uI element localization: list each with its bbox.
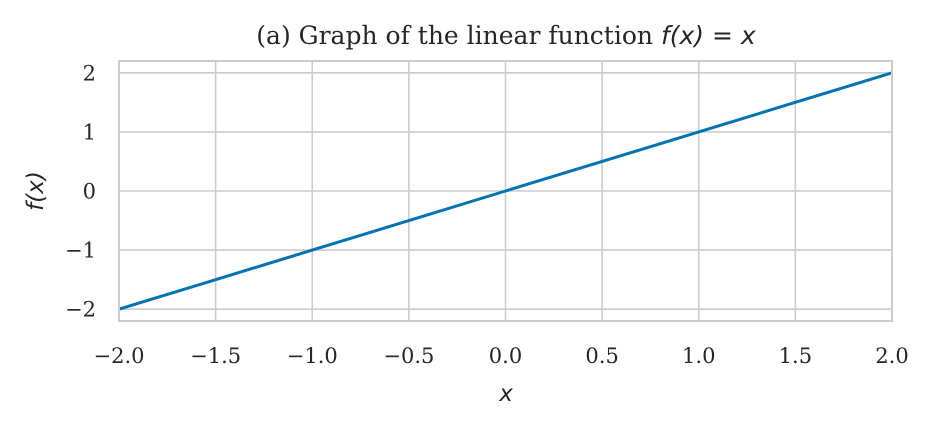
x-tick-label: −1.0 xyxy=(287,344,338,368)
y-tick-label: 1 xyxy=(83,120,96,144)
y-tick-labels: −2 −1 0 1 2 xyxy=(65,61,96,321)
x-tick-labels: −2.0 −1.5 −1.0 −0.5 0.0 0.5 1.0 1.5 2.0 xyxy=(94,344,909,368)
grid xyxy=(118,61,893,321)
series-layer xyxy=(118,71,893,311)
x-tick-label: 1.5 xyxy=(779,344,812,368)
y-tick-label: 0 xyxy=(83,180,96,204)
series-line xyxy=(118,71,893,311)
y-tick-label: −2 xyxy=(65,298,96,322)
x-tick-label: 0.5 xyxy=(585,344,618,368)
chart-title: (a) Graph of the linear function f(x) = … xyxy=(256,21,756,50)
x-tick-label: −2.0 xyxy=(94,344,145,368)
x-tick-label: −1.5 xyxy=(190,344,241,368)
x-tick-label: 1.0 xyxy=(682,344,715,368)
chart-title-math: f(x) = x xyxy=(661,21,756,50)
y-tick-label: 2 xyxy=(83,61,96,85)
x-tick-label: 0.0 xyxy=(489,344,522,368)
plot-frame xyxy=(118,60,893,322)
y-tick-label: −1 xyxy=(65,239,96,263)
x-tick-label: 2.0 xyxy=(875,344,908,368)
y-axis-label: f(x) xyxy=(23,171,49,211)
x-axis-label: x xyxy=(498,381,513,407)
x-tick-label: −0.5 xyxy=(383,344,434,368)
chart-title-prefix: (a) Graph of the linear function xyxy=(256,21,661,50)
